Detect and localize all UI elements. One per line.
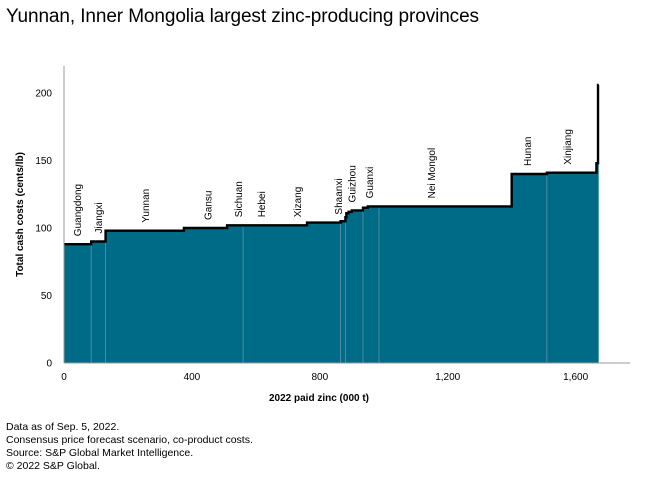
x-tick-label: 1,200 (435, 372, 460, 383)
province-divider-layer (90, 174, 548, 363)
x-tick-label: 0 (61, 372, 67, 383)
x-tick-label: 400 (184, 372, 201, 383)
y-tick-label: 150 (35, 156, 52, 167)
province-label: Gansu (203, 191, 214, 220)
note-data-date: Data as of Sep. 5, 2022. (6, 421, 120, 433)
y-tick-label: 200 (35, 89, 52, 100)
y-tick-label: 0 (46, 359, 52, 370)
x-tick-label: 1,600 (563, 372, 588, 383)
axes: 0 50 100 150 200 0 400 800 1,200 1,600 2022 paid z… (15, 66, 630, 404)
note-scenario: Consensus price forecast scenario, co-pr… (6, 434, 253, 446)
chart: 0 50 100 150 200 0 400 800 1,200 1,600 2022 paid z… (15, 66, 630, 404)
chart-notes: Data as of Sep. 5, 2022. Consensus price… (6, 421, 253, 473)
note-source: Source: S&P Global Market Intelligence. (6, 447, 194, 459)
province-label: Guizhou (347, 165, 358, 202)
province-label: Guangdong (73, 184, 84, 236)
province-label: Sichuan (234, 181, 245, 217)
province-label: Hunan (523, 137, 534, 166)
cost-curve-line (64, 83, 600, 246)
province-label-layer: Guangdong Jiangxi Yunnan Gansu Sichuan Hebei X… (73, 129, 574, 236)
y-tick-label: 50 (41, 291, 53, 302)
province-label: Shaanxi (334, 178, 345, 214)
y-tick-label: 100 (35, 224, 52, 235)
province-label: Jiangxi (94, 202, 105, 233)
province-label: Guanxi (365, 167, 376, 199)
cost-curve-line-layer (64, 83, 600, 246)
province-label: Xizang (293, 187, 304, 218)
x-axis-label: 2022 paid zinc (000 t) (269, 393, 369, 404)
chart-title: Yunnan, Inner Mongolia largest zinc-prod… (6, 6, 479, 27)
province-label: Hebei (257, 191, 268, 217)
cost-curve-area (64, 84, 599, 364)
province-label: Xinjiang (563, 129, 574, 165)
province-label: Nei Mongol (427, 148, 438, 199)
cost-curve-area-layer (64, 84, 599, 364)
note-copyright: © 2022 S&P Global. (6, 460, 100, 472)
province-label: Yunnan (141, 189, 152, 223)
x-tick-label: 800 (311, 372, 328, 383)
y-axis-label: Total cash costs (cents/lb) (15, 152, 26, 277)
